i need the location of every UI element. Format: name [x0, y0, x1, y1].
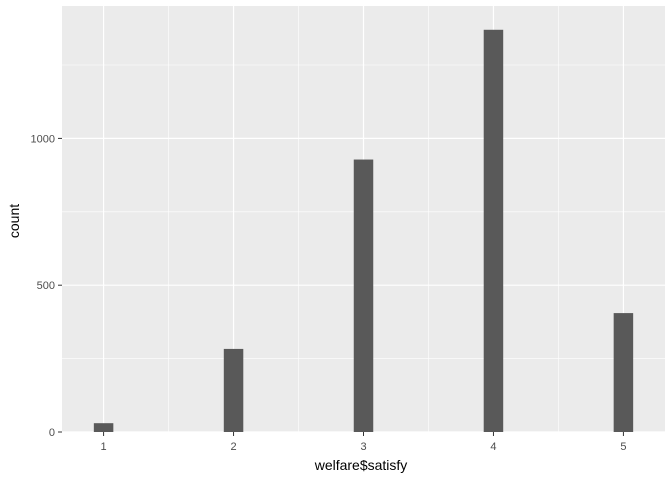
bar	[223, 348, 244, 432]
x-tick-label: 5	[620, 441, 626, 453]
bar	[613, 313, 634, 432]
x-axis: 1 2 3 4 5	[101, 432, 626, 453]
bar	[93, 423, 114, 432]
y-tick-label: 1000	[31, 133, 55, 145]
x-tick-label: 3	[360, 441, 366, 453]
bar	[353, 159, 374, 432]
y-axis: 0 500 1000	[31, 133, 62, 439]
x-tick-label: 2	[230, 441, 236, 453]
bar	[483, 29, 504, 432]
x-axis-title: welfare$satisfy	[314, 457, 408, 473]
bars	[93, 29, 634, 432]
y-axis-title: count	[6, 204, 22, 238]
x-tick-label: 1	[101, 441, 107, 453]
y-tick-label: 0	[49, 427, 55, 439]
y-tick-label: 500	[37, 280, 55, 292]
x-tick-label: 4	[490, 441, 496, 453]
